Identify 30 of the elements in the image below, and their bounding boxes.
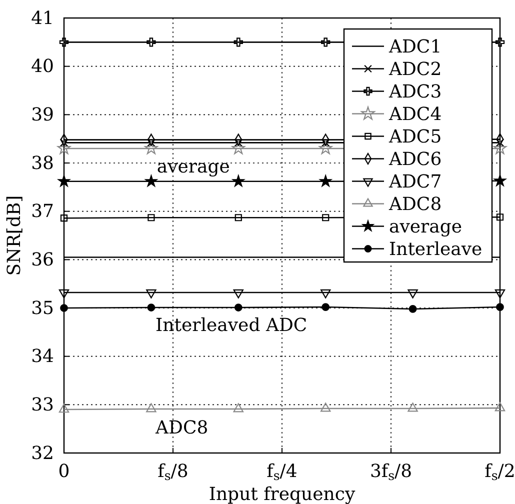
y-tick-label: 35	[31, 298, 54, 319]
annotation: Interleaved ADC	[156, 315, 308, 336]
annotation: ADC8	[154, 417, 208, 438]
y-tick-label: 41	[31, 8, 54, 29]
y-tick-label: 36	[31, 249, 54, 270]
legend-label: ADC3	[388, 81, 442, 102]
text: 3f$_{s}$/8	[370, 461, 412, 484]
text: 0	[58, 461, 70, 482]
legend-label: ADC2	[388, 58, 442, 80]
legend-label: ADC4	[388, 104, 442, 125]
legend-label: average	[389, 216, 462, 238]
y-tick-label: 39	[31, 104, 54, 126]
legend-label: ADC8	[388, 194, 442, 215]
legend-label: ADC6	[388, 148, 442, 170]
y-axis-title: SNR[dB]	[4, 195, 25, 276]
y-tick-label: 32	[31, 442, 54, 464]
x-axis-title: Input frequency	[208, 484, 356, 504]
legend-label: ADC5	[388, 126, 442, 148]
text: f$_{s}$/4	[266, 461, 298, 484]
text: f$_{s}$/8	[158, 461, 188, 484]
legend-label: ADC1	[388, 36, 442, 58]
legend-label: ADC7	[388, 171, 442, 192]
text: f$_{s}$/2	[484, 461, 515, 484]
legend-label: Interleave	[389, 238, 482, 260]
y-tick-label: 33	[31, 394, 54, 416]
y-tick-label: 40	[31, 56, 54, 78]
annotation: average	[156, 156, 230, 178]
y-tick-label: 38	[31, 152, 54, 174]
y-tick-label: 34	[31, 346, 54, 368]
y-tick-label: 37	[31, 201, 54, 222]
